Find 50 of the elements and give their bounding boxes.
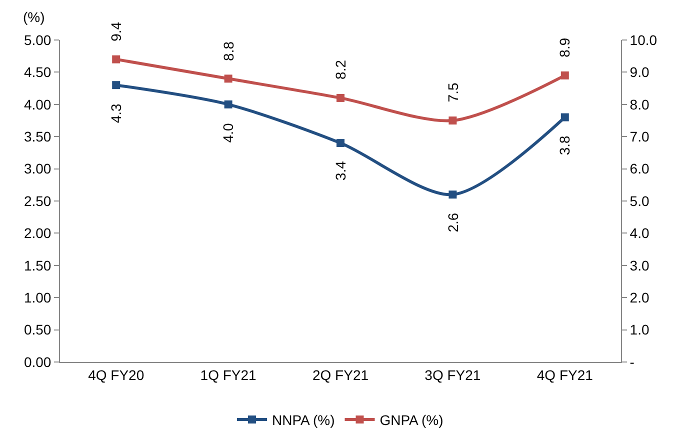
y2-tick-label: 2.0: [630, 290, 650, 306]
point: [224, 100, 232, 108]
legend-label: NNPA (%): [272, 412, 335, 428]
y-tick-label: 1.50: [24, 257, 52, 274]
x-tick-label: 2Q FY21: [312, 366, 369, 383]
point: [448, 190, 457, 199]
data-label: 7.5: [445, 82, 462, 102]
y-axis-title: (%): [23, 9, 45, 25]
y2-tick-label: 1.0: [630, 322, 650, 338]
y2-tick-label: 7.0: [630, 128, 650, 144]
y2-tick-label: 8.0: [630, 96, 650, 112]
y-tick-label: 5.00: [24, 32, 52, 48]
data-label: 8.9: [556, 38, 572, 58]
point: [560, 71, 569, 80]
point: [336, 94, 344, 102]
data-label: 4.0: [220, 123, 236, 143]
y-tick-label: 4.50: [24, 64, 52, 80]
data-label: 8.2: [332, 60, 349, 80]
point: [560, 113, 569, 122]
y2-tick-label: 3.0: [630, 257, 650, 274]
y2-tick-label: 10.0: [630, 32, 658, 48]
y-tick-label: 1.00: [24, 290, 52, 306]
data-label: 2.6: [445, 212, 462, 232]
y2-tick-label: 9.0: [630, 64, 650, 80]
y2-tick-label: -: [630, 354, 635, 370]
y-tick-label: 4.00: [24, 96, 52, 112]
y-tick-label: 3.50: [24, 128, 52, 144]
data-label: 4.3: [108, 104, 124, 124]
point: [336, 139, 344, 148]
y2-tick-label: 5.0: [630, 192, 650, 209]
x-tick-label: 4Q FY21: [536, 366, 594, 383]
y-tick-label: 0.50: [24, 322, 52, 338]
data-label: 9.4: [108, 22, 124, 42]
point: [112, 81, 120, 90]
y2-tick-label: 6.0: [630, 160, 650, 177]
point: [224, 74, 232, 83]
x-tick-label: 4Q FY20: [88, 366, 144, 383]
point: [448, 116, 457, 124]
y-tick-label: 2.00: [24, 225, 52, 242]
data-label: 8.8: [220, 41, 237, 61]
y2-tick-label: 4.0: [630, 225, 650, 242]
y-tick-label: 2.50: [24, 192, 52, 209]
data-label: 3.8: [556, 136, 573, 156]
y-tick-label: 3.00: [24, 160, 52, 177]
data-label: 3.4: [332, 160, 348, 181]
point: [112, 55, 120, 64]
y-tick-label: 0.00: [24, 354, 52, 370]
legend-label: GNPA (%): [380, 412, 444, 428]
x-tick-label: 1Q FY21: [200, 366, 257, 383]
x-tick-label: 3Q FY21: [424, 366, 481, 383]
